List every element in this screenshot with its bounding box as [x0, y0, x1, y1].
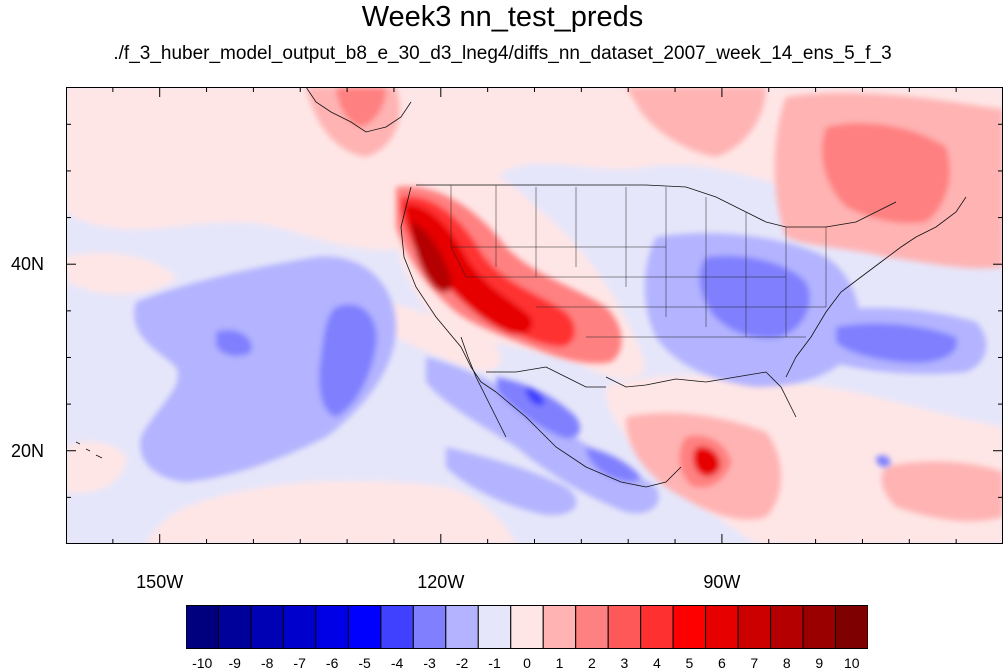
colorbar-swatch: [835, 605, 868, 649]
hawaii-warm-region: [66, 441, 126, 493]
colorbar-swatch: [315, 605, 349, 649]
east-coast-outline: [785, 196, 967, 378]
colorbar-swatch: [380, 605, 414, 649]
stronger-warm-regions: [306, 87, 1003, 522]
colorbar-label: -2: [455, 655, 469, 671]
colorbar-label: -1: [488, 655, 501, 671]
colorbar-swatch: [186, 605, 219, 649]
pacific-cool-region: [134, 256, 396, 482]
us-canada-border: [416, 184, 897, 228]
colorbar-swatch: [510, 605, 544, 649]
colorbar-label: -5: [358, 655, 371, 671]
anomaly-map: [66, 87, 1003, 544]
colorbar-label: -3: [423, 655, 436, 671]
baja-outline: [460, 336, 507, 438]
pacific-cool-core: [319, 304, 377, 417]
pacific-cool-core2: [216, 329, 252, 357]
mexico-cool-core2: [526, 387, 545, 406]
colorbar-label: 4: [652, 655, 661, 671]
colorbar-swatch: [217, 605, 252, 649]
colorbar-swatch: [347, 605, 382, 649]
gulf-coast-outline: [605, 371, 797, 418]
colorbar-label: -10: [192, 655, 213, 671]
western-us-hot-core: [396, 186, 731, 488]
colorbar-swatch: [672, 605, 707, 649]
caribbean-warm-east: [881, 461, 1003, 522]
pacific-south-cool: [446, 447, 577, 516]
colorbar-swatch: [705, 605, 739, 649]
colorbar-label: -6: [325, 655, 339, 671]
canada-warm: [626, 87, 766, 157]
colorbar-label: 6: [717, 655, 726, 671]
colorbar-label: 7: [750, 655, 759, 671]
us-mexico-border: [486, 366, 606, 388]
pacific-midlat-warm-region: [66, 253, 176, 294]
coastlines: [75, 87, 967, 488]
alaska-core: [336, 87, 386, 127]
colorbar: [186, 605, 868, 649]
colorbar-label: 0: [523, 655, 531, 671]
colorbar-swatch: [737, 605, 772, 649]
central-us-cool-core: [699, 255, 810, 339]
longitude-label: 150W: [136, 572, 184, 592]
colorbar-swatch: [575, 605, 609, 649]
latitude-label: 20N: [10, 440, 44, 461]
negative-anomaly-regions: [134, 233, 987, 516]
colorbar-swatch: [770, 605, 804, 649]
colorbar-swatch: [250, 605, 284, 649]
colorbar-label: -9: [228, 655, 241, 671]
colorbar-swatch: [282, 605, 317, 649]
latitude-label: 40N: [10, 254, 44, 275]
baja-warm-strip: [366, 297, 501, 372]
colorbar-swatch: [477, 605, 512, 649]
colorbar-label: -8: [260, 655, 274, 671]
colorbar-label: 5: [685, 655, 694, 671]
colorbar-label: 10: [843, 655, 860, 671]
mexico-cool-region: [426, 357, 659, 514]
colorbar-label: 8: [782, 655, 791, 671]
alaska-coast: [305, 87, 412, 133]
state-borders: [450, 185, 827, 338]
colorbar-label: -4: [390, 655, 404, 671]
map-subtitle: ./f_3_huber_model_output_b8_e_30_d3_lneg…: [113, 43, 892, 64]
mexico-outline: [495, 391, 682, 488]
colorbar-swatch: [445, 605, 479, 649]
colorbar-label: 9: [815, 655, 824, 671]
colorbar-swatch: [802, 605, 837, 649]
north-pacific-warm-region: [66, 87, 1003, 250]
atlantic-canada-core: [822, 123, 950, 224]
west-coast-outline: [400, 186, 497, 393]
colorbar-swatch: [607, 605, 642, 649]
map-ticks: [66, 87, 1003, 544]
colorbar-label: 2: [588, 655, 596, 671]
colorbar-label: -7: [293, 655, 306, 671]
mexico-cool-core: [496, 377, 581, 439]
colorbar-swatch: [640, 605, 674, 649]
caribbean-cool-patch: [876, 455, 891, 467]
longitude-label: 120W: [417, 572, 465, 592]
map-title: Week3 nn_test_preds: [361, 1, 644, 33]
colorbar-label: 3: [620, 655, 629, 671]
mexico-cool-core3: [586, 447, 641, 482]
colorbar-swatch: [412, 605, 447, 649]
atlantic-cool-core: [836, 323, 957, 363]
south-pacific-warm-region: [146, 481, 516, 544]
colorbar-label: 1: [555, 655, 564, 671]
hawaii-islands: [75, 441, 103, 459]
colorbar-swatch: [542, 605, 577, 649]
longitude-label: 90W: [703, 572, 741, 592]
